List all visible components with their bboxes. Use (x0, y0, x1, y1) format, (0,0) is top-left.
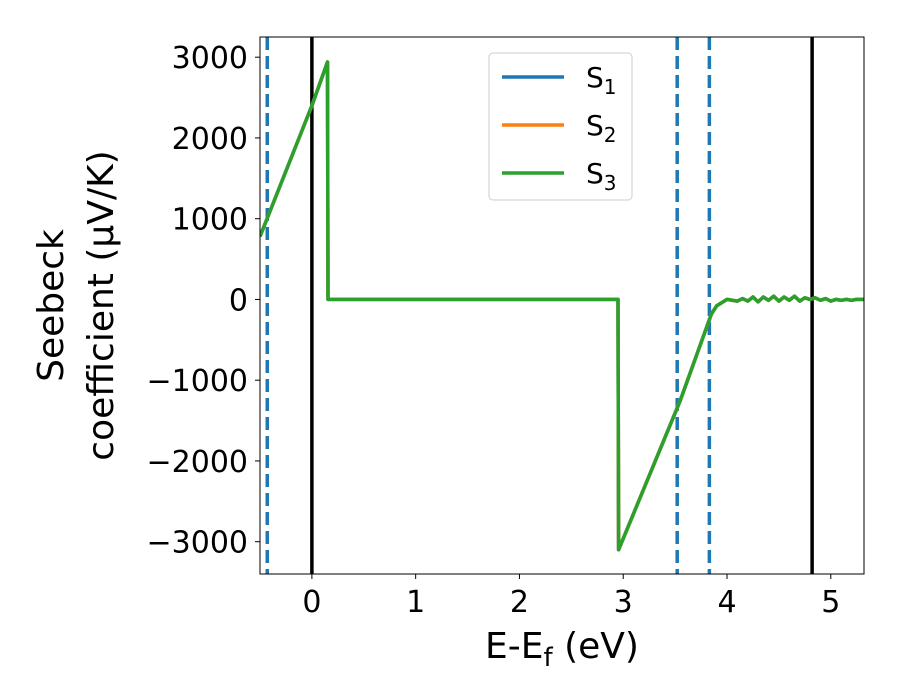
legend-entry-subscript: 1 (604, 75, 617, 99)
x-axis-title: E-Ef (eV) (485, 626, 639, 673)
legend-entry-2: S2 (586, 109, 617, 147)
x-axis-title-main: E-E (485, 626, 543, 667)
legend-entry-3: S3 (586, 157, 617, 195)
legend-entry-subscript: 3 (604, 171, 617, 195)
series-lines (260, 60, 864, 552)
x-tick-label: 5 (821, 585, 840, 620)
x-axis-title-unit: (eV) (553, 626, 639, 667)
y-tick-label: 0 (229, 283, 248, 318)
y-tick-label: −1000 (147, 364, 248, 399)
x-tick-label: 2 (510, 585, 529, 620)
vertical-lines (265, 37, 814, 574)
x-tick-label: 4 (717, 585, 736, 620)
plot-frame (259, 36, 865, 575)
y-tick-label: −3000 (147, 526, 248, 561)
y-axis-title-line1: Seebeck (31, 229, 72, 382)
x-axis-title-subscript: f (544, 643, 554, 673)
legend-entry-name: S (586, 157, 604, 190)
y-tick-label: 2000 (172, 122, 248, 157)
legend-entry-name: S (586, 61, 604, 94)
x-tick-label: 0 (302, 585, 321, 620)
legend-entry-name: S (586, 109, 604, 142)
y-tick-label: 3000 (172, 41, 248, 76)
x-axis-ticks: 0 1 2 3 4 5 (302, 574, 840, 620)
legend-entry-1: S1 (586, 61, 617, 99)
series-line-3 (260, 60, 864, 552)
y-axis-ticks: 3000 2000 1000 0 −1000 −2000 −3000 (147, 41, 260, 561)
y-tick-label: 1000 (172, 203, 248, 238)
y-axis-title-line2: coefficient (μV/K) (81, 150, 122, 460)
legend-entry-subscript: 2 (604, 123, 617, 147)
x-tick-label: 1 (406, 585, 425, 620)
y-tick-label: −2000 (147, 445, 248, 480)
x-tick-label: 3 (614, 585, 633, 620)
